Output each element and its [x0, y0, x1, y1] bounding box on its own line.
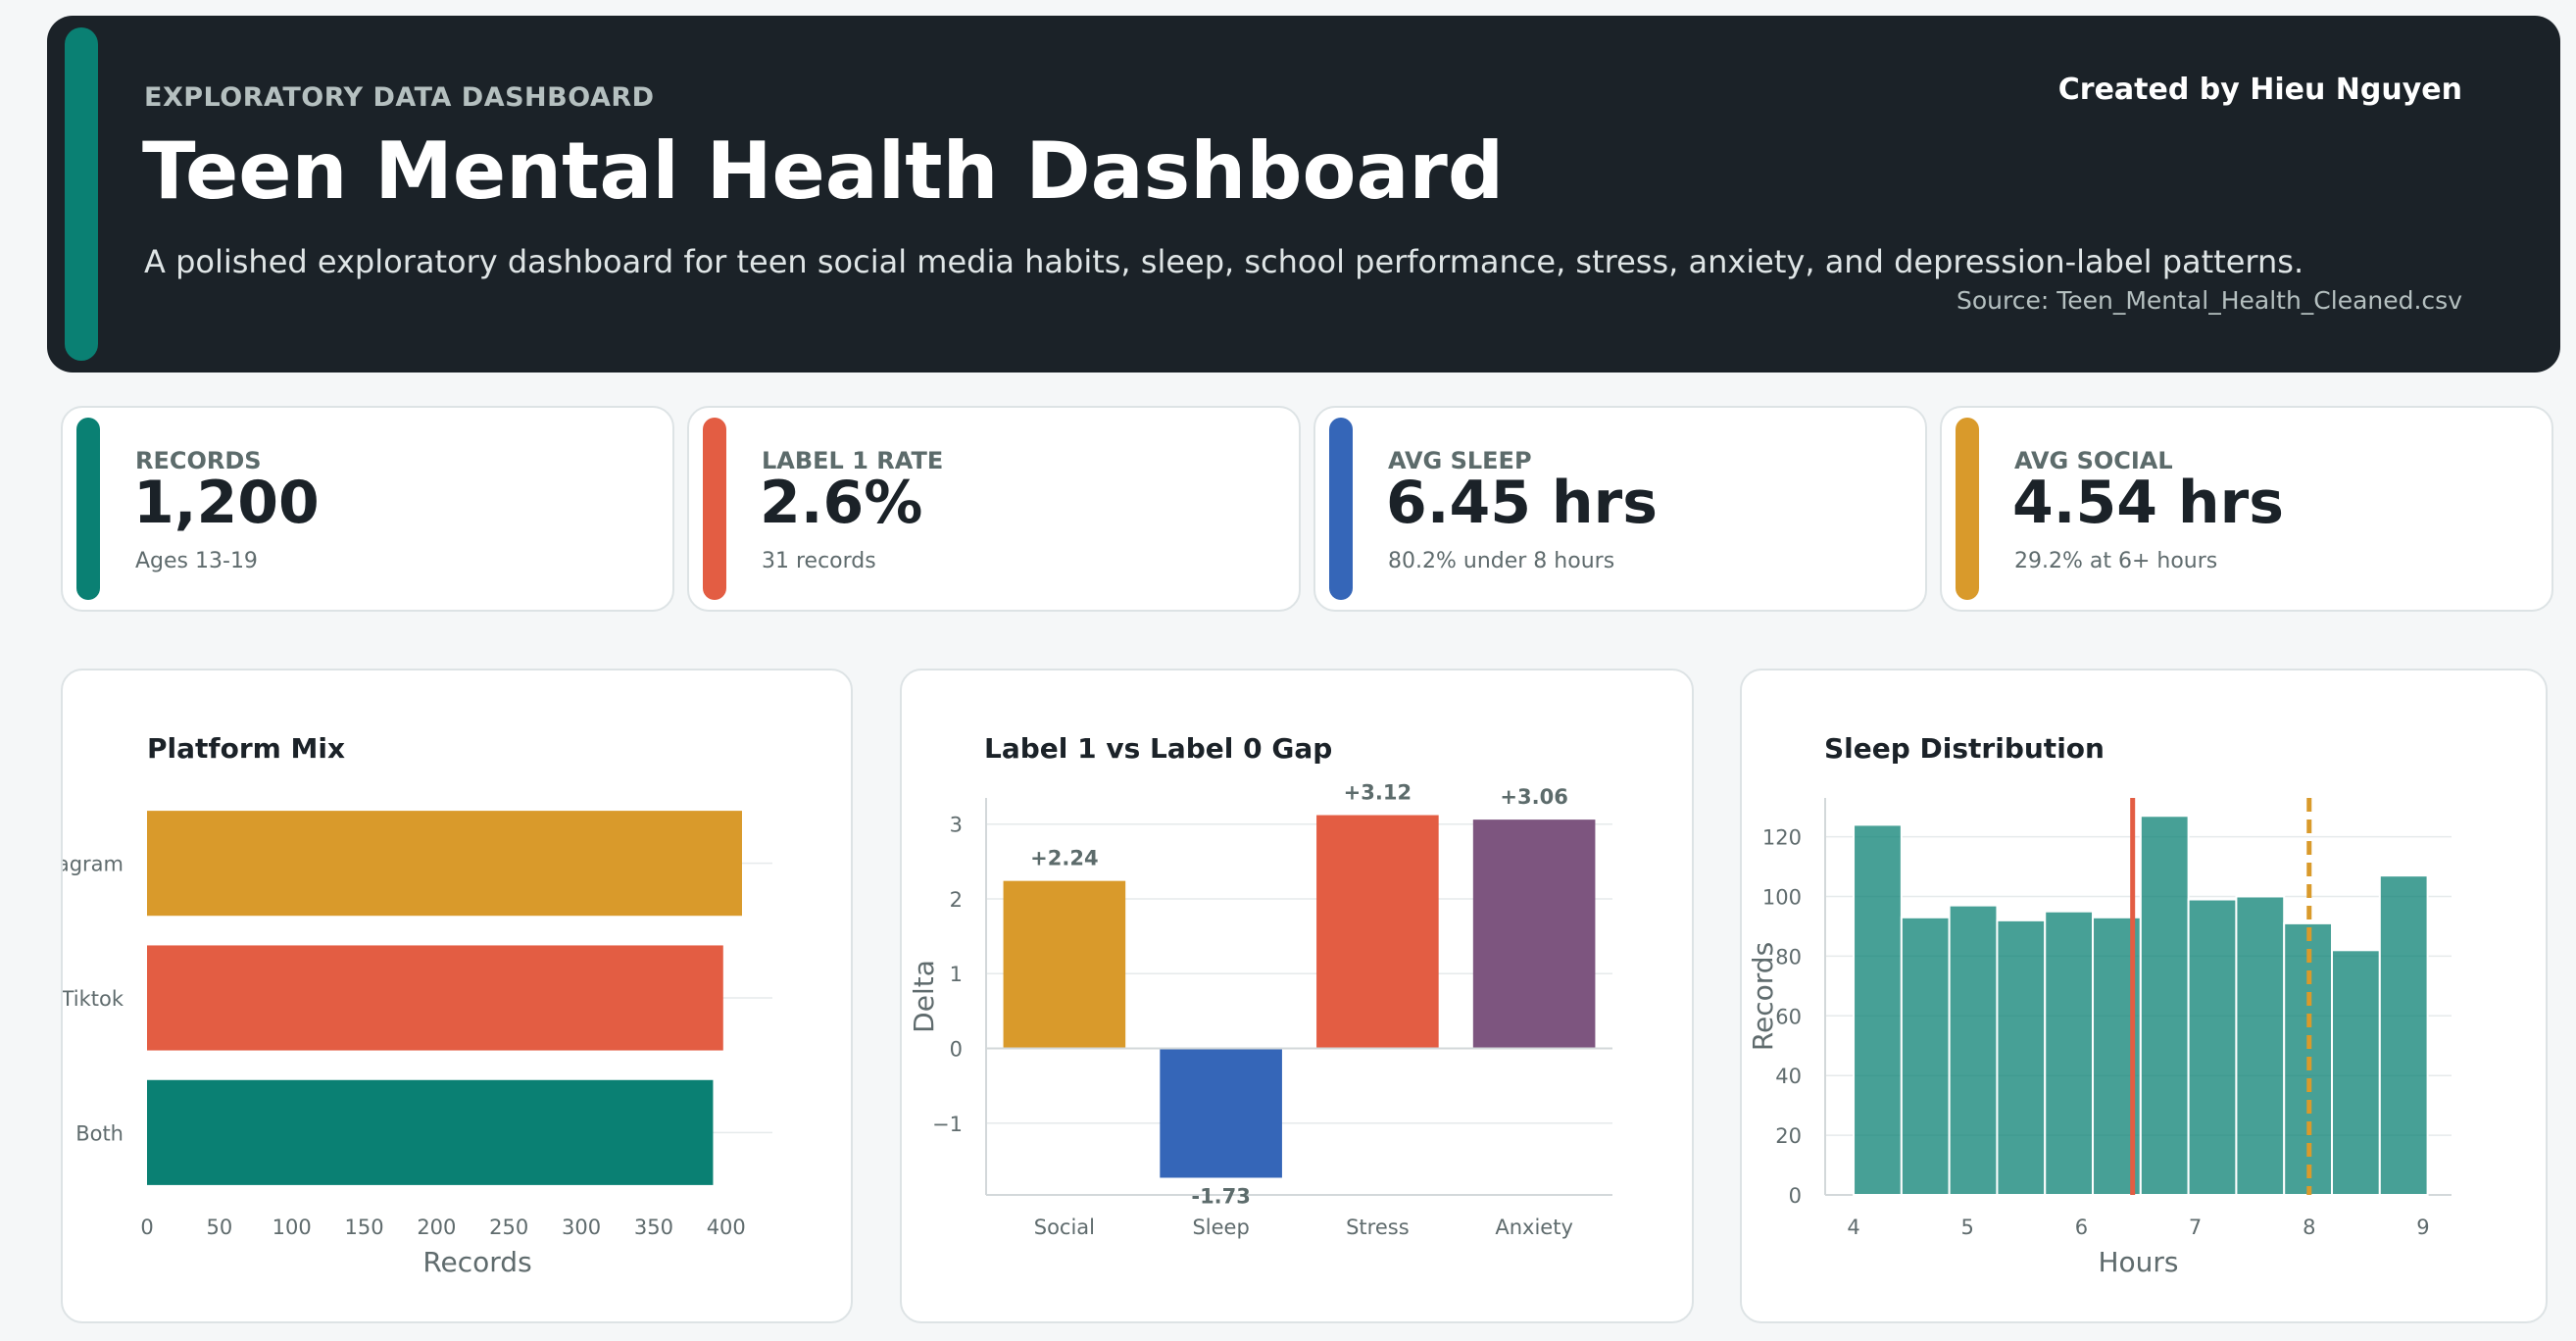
y-tick-label: 20 [1775, 1124, 1802, 1148]
bar-social [1003, 880, 1126, 1049]
histogram-bar [2331, 949, 2381, 1196]
y-tick-label: 100 [1762, 885, 1802, 909]
x-tick-label: 5 [1961, 1216, 1974, 1239]
histogram-bar [1900, 916, 1951, 1196]
y-tick-label: 2 [950, 888, 963, 912]
y-tick-label: Tiktok [63, 987, 124, 1011]
kpi-value: 6.45 hrs [1386, 469, 1658, 537]
x-tick-label: 150 [344, 1216, 383, 1239]
page-subtitle: A polished exploratory dashboard for tee… [144, 243, 2304, 280]
histogram-bar [2187, 898, 2238, 1196]
kpi-card-label-rate: LABEL 1 RATE 2.6% 31 records [687, 406, 1301, 612]
page-title: Teen Mental Health Dashboard [142, 125, 1505, 217]
chart-title: Sleep Distribution [1824, 732, 2105, 765]
y-tick-label: 0 [950, 1038, 963, 1062]
sleep-distribution-chart: Sleep Distribution 0 20 40 60 80 100 120 4 5 6 7 8 9 H… [1747, 732, 2452, 1278]
x-tick-label: 7 [2189, 1216, 2202, 1239]
data-source: Source: Teen_Mental_Health_Cleaned.csv [1956, 286, 2462, 315]
y-tick-label: Both [75, 1121, 124, 1145]
histogram-bar [1853, 823, 1903, 1197]
kpi-label: AVG SOCIAL [2014, 447, 2173, 474]
histogram-bar [2139, 815, 2190, 1196]
x-tick-label: 350 [634, 1216, 673, 1239]
x-tick-label: 250 [489, 1216, 528, 1239]
data-label: +3.12 [1344, 781, 1412, 805]
x-tick-label: 100 [272, 1216, 312, 1239]
y-tick-label: 1 [950, 963, 963, 986]
x-tick-label: Anxiety [1495, 1216, 1573, 1239]
x-tick-label: 400 [707, 1216, 746, 1239]
bar-tiktok [147, 945, 723, 1051]
x-tick-label: 8 [2303, 1216, 2315, 1239]
kpi-note: 29.2% at 6+ hours [2014, 549, 2218, 573]
x-tick-label: 50 [206, 1216, 232, 1239]
label-gap-chart: Label 1 vs Label 0 Gap −1 0 1 2 3 +2.24 Social -… [908, 732, 1612, 1239]
chart-title: Platform Mix [147, 732, 345, 765]
dashboard-header: EXPLORATORY DATA DASHBOARD Teen Mental H… [47, 16, 2560, 372]
bar-sleep [1160, 1048, 1282, 1178]
histogram-bar [2235, 895, 2286, 1197]
y-tick-label: 80 [1775, 945, 1802, 968]
data-label: -1.73 [1191, 1184, 1251, 1208]
x-axis-label: Hours [2098, 1246, 2178, 1278]
x-tick-label: 200 [417, 1216, 456, 1239]
kpi-note: Ages 13-19 [135, 549, 258, 573]
y-tick-label: Instagram [63, 853, 124, 876]
kpi-value: 4.54 hrs [2012, 469, 2284, 537]
x-tick-label: 4 [1847, 1216, 1859, 1239]
y-tick-label: 3 [950, 814, 963, 837]
histogram-bar [2378, 874, 2429, 1196]
kpi-label: RECORDS [135, 447, 262, 474]
sleep-distribution-panel: Sleep Distribution 0 20 40 60 80 100 120 4 5 6 7 8 9 H… [1740, 669, 2548, 1323]
x-tick-label: 9 [2416, 1216, 2429, 1239]
header-accent-bar [65, 27, 98, 361]
bar-instagram [147, 811, 742, 917]
x-tick-label: 0 [140, 1216, 153, 1239]
kpi-accent-bar [76, 418, 100, 600]
label-gap-panel: Label 1 vs Label 0 Gap −1 0 1 2 3 +2.24 Social -… [900, 669, 1694, 1323]
histogram-bar [2044, 910, 2095, 1196]
kpi-card-records: RECORDS 1,200 Ages 13-19 [61, 406, 674, 612]
chart-title: Label 1 vs Label 0 Gap [984, 732, 1332, 765]
kpi-note: 80.2% under 8 hours [1388, 549, 1615, 573]
y-tick-label: −1 [932, 1113, 963, 1136]
data-label: +2.24 [1030, 847, 1098, 870]
x-tick-label: 300 [562, 1216, 601, 1239]
kpi-note: 31 records [762, 549, 876, 573]
x-tick-label: Stress [1346, 1216, 1410, 1239]
x-tick-label: Social [1034, 1216, 1095, 1239]
platform-mix-chart: Platform Mix Instagram Tiktok Both 0 50 100 150… [63, 732, 772, 1278]
y-axis-label: Delta [908, 960, 940, 1033]
kpi-value: 1,200 [133, 469, 320, 537]
kpi-card-avg-social: AVG SOCIAL 4.54 hrs 29.2% at 6+ hours [1940, 406, 2553, 612]
y-tick-label: 40 [1775, 1065, 1802, 1088]
bar-both [147, 1079, 714, 1185]
data-label: +3.06 [1500, 785, 1567, 809]
bar-anxiety [1472, 820, 1596, 1049]
y-tick-label: 0 [1789, 1184, 1802, 1208]
y-axis-label: Records [1747, 942, 1779, 1051]
kpi-value: 2.6% [760, 469, 923, 537]
x-tick-label: 6 [2075, 1216, 2088, 1239]
platform-mix-panel: Platform Mix Instagram Tiktok Both 0 50 100 150… [61, 669, 853, 1323]
x-axis-label: Records [422, 1246, 531, 1278]
histogram-bar [1996, 919, 2047, 1197]
header-kicker: EXPLORATORY DATA DASHBOARD [144, 82, 655, 113]
x-tick-label: Sleep [1192, 1216, 1249, 1239]
histogram-bar [1948, 904, 1999, 1196]
kpi-label: LABEL 1 RATE [762, 447, 944, 474]
kpi-accent-bar [703, 418, 726, 600]
bar-stress [1316, 815, 1439, 1049]
author-credit: Created by Hieu Nguyen [2057, 73, 2462, 107]
kpi-accent-bar [1329, 418, 1353, 600]
kpi-card-avg-sleep: AVG SLEEP 6.45 hrs 80.2% under 8 hours [1313, 406, 1927, 612]
y-tick-label: 60 [1775, 1005, 1802, 1028]
kpi-accent-bar [1956, 418, 1979, 600]
kpi-label: AVG SLEEP [1388, 447, 1532, 474]
y-tick-label: 120 [1762, 826, 1802, 850]
